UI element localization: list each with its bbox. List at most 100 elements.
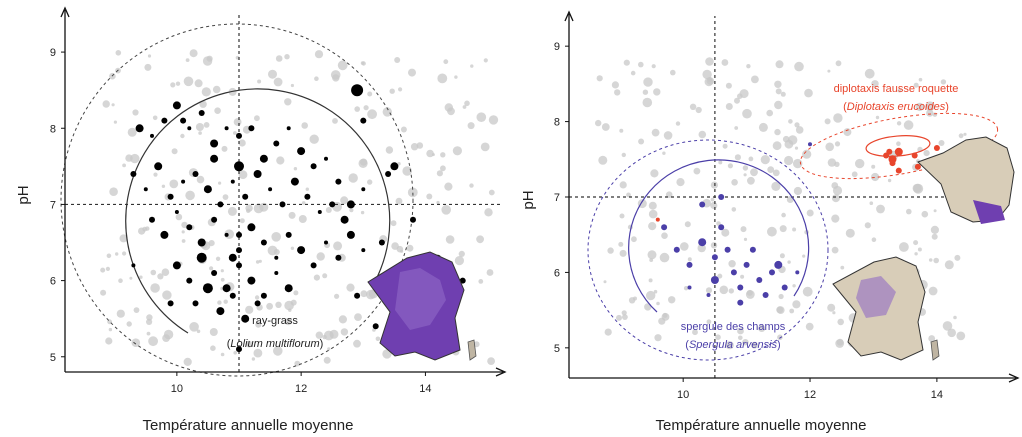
background-point (794, 122, 800, 128)
france-map-icon (832, 256, 940, 361)
background-point (340, 196, 349, 205)
background-point (323, 356, 331, 364)
background-point (687, 257, 692, 262)
background-point (146, 318, 153, 325)
background-point (638, 61, 644, 68)
background-point (834, 141, 841, 147)
data-point (889, 160, 896, 167)
background-point (480, 142, 490, 152)
diplotaxis-solid-ellipse (865, 135, 931, 157)
data-point (180, 117, 187, 124)
background-point (897, 88, 902, 93)
background-point (348, 173, 358, 183)
background-point (653, 88, 661, 96)
background-point (802, 254, 806, 258)
background-point (115, 50, 122, 56)
background-point (314, 50, 324, 59)
background-point (284, 318, 292, 326)
data-point (706, 293, 711, 297)
background-point (680, 242, 689, 251)
data-point (795, 270, 800, 275)
background-point (933, 209, 937, 213)
background-point (255, 321, 262, 328)
background-point (832, 311, 836, 315)
background-point (928, 258, 933, 262)
data-point (385, 171, 392, 177)
background-point (360, 61, 365, 65)
data-point (324, 240, 328, 245)
background-point (601, 123, 610, 131)
background-point (340, 328, 349, 336)
background-point (488, 115, 499, 125)
background-point (887, 178, 892, 183)
diplotaxis-dashed-ellipse (799, 112, 999, 180)
y-tick-label: 7 (50, 199, 56, 211)
data-point (192, 171, 199, 177)
background-point (400, 126, 407, 133)
background-point (126, 321, 132, 327)
data-point (297, 147, 306, 156)
x-tick-label: 10 (677, 389, 689, 401)
x-tick-label: 14 (931, 389, 943, 401)
species-common-name: ray-grass (252, 315, 298, 327)
background-point (743, 237, 748, 241)
background-point (452, 146, 462, 156)
background-point (437, 73, 448, 84)
data-point (317, 210, 322, 214)
background-point (215, 256, 221, 261)
background-point (175, 81, 181, 86)
data-point (247, 223, 256, 232)
background-point (118, 278, 123, 284)
data-point (410, 216, 416, 223)
background-point (273, 77, 283, 87)
data-point (378, 239, 385, 246)
background-point (484, 208, 493, 217)
data-point (329, 201, 336, 208)
background-point (245, 340, 253, 348)
background-point (622, 314, 628, 320)
background-point (220, 277, 225, 282)
background-point (740, 226, 747, 233)
background-point (698, 130, 707, 139)
diplotaxis-common-name: diplotaxis fausse roquette (834, 83, 959, 95)
background-point (734, 154, 741, 161)
data-point (211, 216, 218, 223)
background-point (840, 265, 845, 270)
data-point (279, 201, 286, 208)
background-point (169, 179, 179, 189)
background-point (869, 201, 874, 205)
background-point (779, 253, 785, 259)
background-point (122, 251, 127, 256)
background-point (221, 145, 228, 152)
background-point (832, 185, 843, 196)
background-point (930, 225, 939, 234)
x-tick-label: 14 (419, 383, 431, 395)
background-point (150, 269, 157, 276)
background-point (396, 245, 404, 253)
background-point (152, 115, 158, 121)
left-scatter-chart: 10 12 14 5 6 7 8 9 Température annuelle moyenn… (15, 6, 507, 434)
background-point (105, 266, 110, 271)
background-point (766, 109, 773, 117)
y-tick-labels: 5 6 7 8 9 (50, 47, 65, 364)
data-point (149, 216, 155, 223)
background-point (313, 274, 320, 281)
background-point (746, 289, 753, 296)
data-point (229, 292, 236, 299)
background-point (367, 91, 373, 97)
background-point (116, 309, 125, 318)
background-point (774, 128, 781, 136)
data-point (216, 307, 225, 316)
data-point (268, 187, 273, 192)
background-point (827, 158, 837, 167)
background-point (185, 58, 190, 62)
background-point (209, 266, 214, 271)
background-point (458, 250, 465, 257)
data-point (150, 133, 154, 138)
data-point (174, 210, 179, 214)
background-point (689, 103, 697, 111)
data-point (222, 284, 231, 293)
background-point (719, 285, 729, 295)
data-point (131, 263, 136, 268)
background-point (199, 100, 207, 108)
